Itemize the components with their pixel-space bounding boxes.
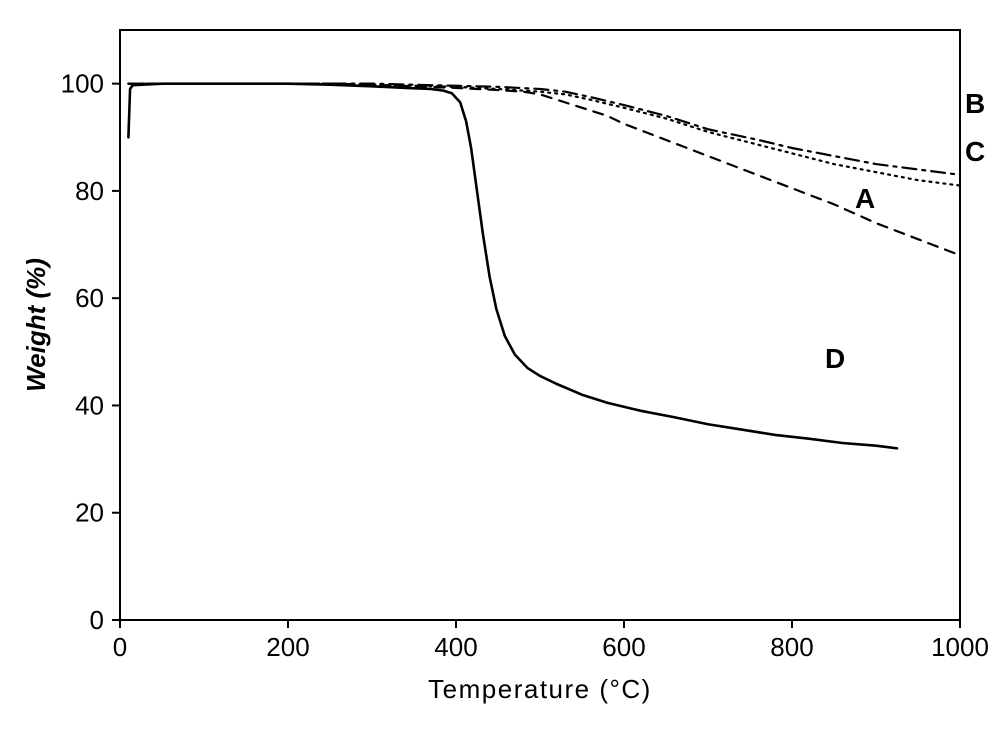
x-axis-label: Temperature (°C) xyxy=(428,674,652,704)
tga-chart: 0 200 400 600 800 1000 0 20 40 60 80 100 Temperature… xyxy=(0,0,1000,732)
series-C xyxy=(128,84,960,186)
y-tick-label: 60 xyxy=(75,283,104,313)
plot-border xyxy=(120,30,960,620)
y-tick-label: 80 xyxy=(75,176,104,206)
x-tick-label: 400 xyxy=(434,632,477,662)
x-tick-label: 600 xyxy=(602,632,645,662)
chart-svg: 0 200 400 600 800 1000 0 20 40 60 80 100 Temperature… xyxy=(0,0,1000,732)
series-label-D: D xyxy=(825,343,845,374)
y-tick-label: 20 xyxy=(75,498,104,528)
y-axis-label: Weight (%) xyxy=(21,258,51,392)
series-label-B: B xyxy=(965,88,985,119)
series-B xyxy=(128,84,960,175)
x-tick-label: 0 xyxy=(113,632,127,662)
x-tick-label: 200 xyxy=(266,632,309,662)
series-label-A: A xyxy=(855,183,875,214)
x-tick-label: 1000 xyxy=(931,632,989,662)
y-tick-label: 100 xyxy=(61,69,104,99)
series-A xyxy=(128,84,960,256)
series-D xyxy=(128,84,897,449)
y-tick-label: 40 xyxy=(75,390,104,420)
series-label-C: C xyxy=(965,136,985,167)
y-tick-label: 0 xyxy=(90,605,104,635)
x-tick-label: 800 xyxy=(770,632,813,662)
